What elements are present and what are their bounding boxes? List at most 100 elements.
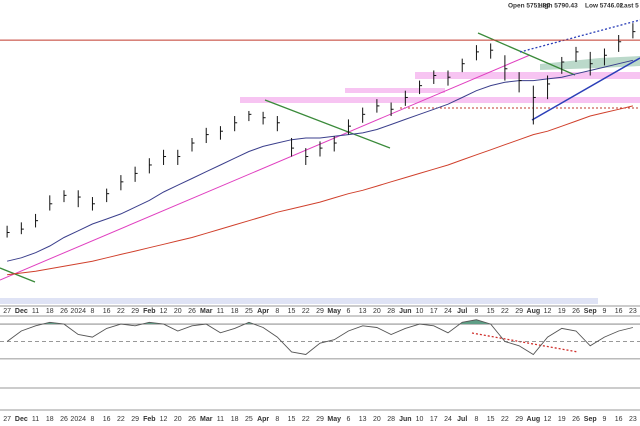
x-tick-label: 9 [602, 416, 606, 423]
x-tick-label: 25 [245, 308, 253, 315]
x-tick-label: 20 [373, 416, 381, 423]
x-tick-label: 10 [416, 308, 424, 315]
x-tick-label: 20 [174, 308, 182, 315]
x-tick-label: 29 [515, 416, 523, 423]
x-tick-label: 2024 [70, 308, 86, 315]
x-tick-label: Mar [200, 308, 213, 315]
x-tick-label: 10 [416, 416, 424, 423]
x-tick-label: 22 [117, 308, 125, 315]
x-tick-label: 29 [316, 308, 324, 315]
x-tick-label: Aug [527, 308, 541, 315]
x-tick-label: 18 [46, 416, 54, 423]
trendline [0, 267, 36, 283]
rsi-trendline [471, 332, 579, 353]
trendline [519, 19, 640, 53]
x-tick-label: 26 [60, 416, 68, 423]
x-tick-label: May [327, 416, 341, 423]
x-tick-label: May [327, 308, 341, 315]
x-tick-label: Apr [257, 308, 269, 315]
support-band [240, 97, 640, 103]
x-tick-label: 16 [103, 416, 111, 423]
x-tick-label: Apr [257, 416, 269, 423]
x-tick-label: 23 [629, 308, 637, 315]
x-tick-label: 23 [629, 416, 637, 423]
x-tick-label: Feb [143, 416, 155, 423]
x-tick-label: 8 [90, 308, 94, 315]
x-tick-label: 8 [474, 308, 478, 315]
x-tick-label: 29 [515, 308, 523, 315]
x-tick-label: 11 [217, 308, 224, 315]
x-tick-label: Jun [399, 308, 411, 315]
x-tick-label: 15 [487, 308, 495, 315]
x-tick-label: Jul [457, 416, 467, 423]
x-tick-label: 27 [3, 308, 11, 315]
trendline [0, 54, 531, 281]
rsi-overbought-fill [7, 319, 633, 325]
x-tick-label: Dec [15, 308, 28, 315]
x-tick-label: 24 [444, 308, 452, 315]
x-tick-label: 11 [32, 416, 39, 423]
x-tick-label: Mar [200, 416, 213, 423]
x-tick-label: 6 [346, 308, 350, 315]
support-band [345, 88, 445, 93]
rsi-line [6, 319, 634, 356]
readout-item: Last 5 [620, 3, 639, 10]
readout-item: Open 5751.80 [508, 3, 550, 10]
x-tick-label: 13 [359, 308, 367, 315]
x-tick-label: 13 [359, 416, 367, 423]
x-tick-label: 22 [302, 308, 310, 315]
x-tick-label: 8 [474, 416, 478, 423]
x-tick-label: 15 [288, 416, 296, 423]
x-tick-label: 2024 [70, 416, 86, 423]
x-tick-label: 27 [3, 416, 11, 423]
x-tick-label: 26 [572, 416, 580, 423]
x-tick-label: 28 [387, 416, 395, 423]
x-tick-label: 17 [430, 308, 438, 315]
x-tick-label: 26 [572, 308, 580, 315]
x-tick-label: Jul [457, 308, 467, 315]
x-tick-label: 16 [103, 308, 111, 315]
x-tick-label: 11 [217, 416, 224, 423]
x-tick-label: 18 [231, 308, 239, 315]
readout-item: High 5790.43 [538, 3, 578, 10]
x-tick-label: 11 [32, 308, 39, 315]
x-tick-label: 15 [487, 416, 495, 423]
x-tick-label: 19 [558, 416, 566, 423]
trendline [531, 57, 640, 121]
x-tick-label: 25 [245, 416, 253, 423]
x-tick-label: 16 [615, 416, 623, 423]
x-tick-label: 22 [302, 416, 310, 423]
x-tick-label: 20 [174, 416, 182, 423]
readout-item: Low 5746.02 [585, 3, 624, 10]
x-tick-label: 12 [544, 308, 552, 315]
x-tick-label: 26 [60, 308, 68, 315]
x-tick-label: 24 [444, 416, 452, 423]
annotations [0, 19, 640, 411]
x-tick-label: 9 [602, 308, 606, 315]
moving-average [6, 59, 634, 262]
x-tick-label: Dec [15, 416, 28, 423]
x-tick-label: 22 [501, 416, 509, 423]
x-tick-label: Aug [527, 416, 541, 423]
x-tick-label: 12 [544, 416, 552, 423]
x-tick-label: Sep [584, 308, 597, 315]
x-tick-label: 12 [160, 416, 168, 423]
x-tick-label: 8 [90, 416, 94, 423]
x-tick-label: 29 [131, 416, 139, 423]
x-tick-label: 22 [117, 416, 125, 423]
x-tick-label: 28 [387, 308, 395, 315]
x-tick-label: 16 [615, 308, 623, 315]
x-tick-label: 26 [188, 308, 196, 315]
x-tick-label: 8 [275, 308, 279, 315]
moving-average [7, 105, 634, 276]
range-strip [0, 298, 598, 304]
x-tick-label: Jun [399, 416, 411, 423]
x-tick-label: 12 [160, 308, 168, 315]
x-tick-label: 20 [373, 308, 381, 315]
x-tick-label: Sep [584, 416, 597, 423]
trendline [264, 99, 391, 149]
x-tick-label: 15 [288, 308, 296, 315]
x-tick-label: 6 [346, 416, 350, 423]
x-tick-label: 29 [316, 416, 324, 423]
